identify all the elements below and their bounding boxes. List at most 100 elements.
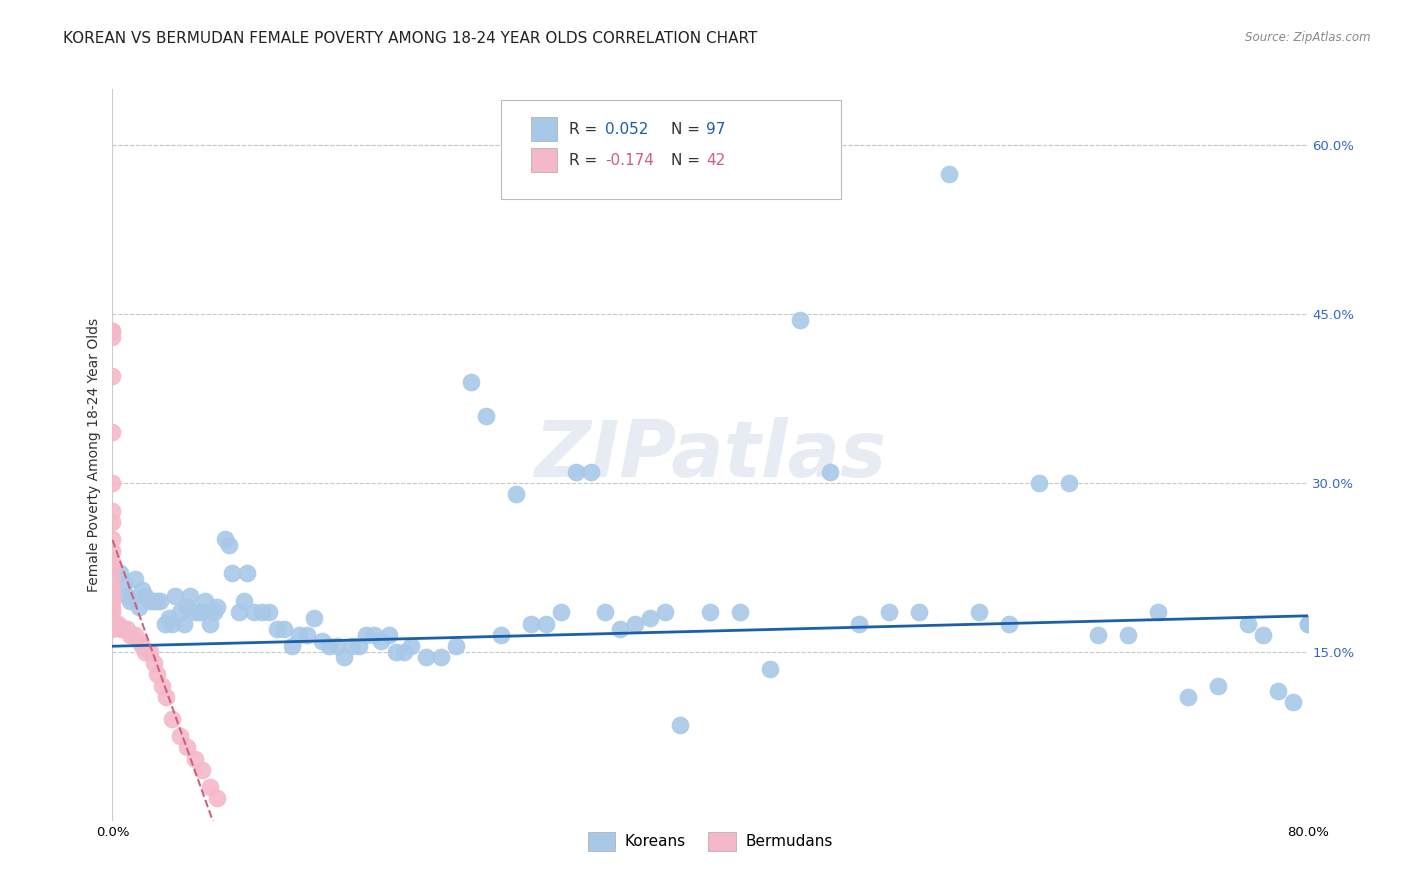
Point [134,645,156,659]
Text: -0.174: -0.174 [605,153,654,168]
Text: R =: R = [569,122,602,137]
Point [311,633,333,648]
Point [259,606,281,620]
Point [101,606,124,620]
Point [505,487,527,501]
Point [108,566,131,580]
Point [101,476,124,491]
Point [281,639,304,653]
Point [176,740,198,755]
Point [401,639,423,653]
Point [998,616,1021,631]
Point [162,616,183,631]
Point [534,616,557,631]
Point [233,594,256,608]
Point [202,606,225,620]
Point [198,616,221,631]
Text: ZIPatlas: ZIPatlas [534,417,886,493]
Point [117,623,139,637]
Point [188,606,211,620]
Point [520,616,543,631]
Point [169,606,191,620]
Point [101,324,124,338]
Point [1177,690,1199,704]
Point [101,572,124,586]
Point [179,589,201,603]
Point [128,599,150,614]
Point [110,623,132,637]
Point [624,616,647,631]
Point [363,628,385,642]
Point [273,623,295,637]
Point [967,606,990,620]
Point [120,628,142,642]
Point [564,465,586,479]
Point [173,616,195,631]
Point [370,633,392,648]
Point [124,628,146,642]
Point [101,582,124,597]
Point [128,633,150,648]
Point [460,375,482,389]
Point [1028,476,1050,491]
Point [214,533,236,547]
Point [669,718,692,732]
Point [183,752,205,766]
Point [908,606,931,620]
Point [146,667,169,681]
Point [640,611,662,625]
Point [218,538,240,552]
Text: Source: ZipAtlas.com: Source: ZipAtlas.com [1246,31,1371,45]
Point [489,628,512,642]
Point [120,594,142,608]
Point [153,616,176,631]
FancyBboxPatch shape [531,148,557,172]
Point [333,650,356,665]
Point [198,780,221,794]
Point [107,616,129,631]
Point [101,533,124,547]
Point [101,330,124,344]
FancyBboxPatch shape [531,118,557,142]
Point [1296,616,1319,631]
Point [475,409,498,423]
Point [143,594,166,608]
Point [101,589,124,603]
Point [191,763,214,777]
Point [609,623,631,637]
Point [789,313,811,327]
Point [155,690,177,704]
Point [818,465,841,479]
Point [150,679,173,693]
Point [1057,476,1080,491]
Point [194,594,217,608]
Point [101,623,124,637]
Point [1118,628,1140,642]
Point [236,566,259,580]
Point [1206,679,1229,693]
Point [1251,628,1274,642]
Point [444,639,467,653]
Text: KOREAN VS BERMUDAN FEMALE POVERTY AMONG 18-24 YEAR OLDS CORRELATION CHART: KOREAN VS BERMUDAN FEMALE POVERTY AMONG … [63,31,758,46]
Point [595,606,617,620]
Point [938,167,960,181]
Point [124,572,146,586]
Point [1147,606,1170,620]
Point [415,650,437,665]
Point [191,606,214,620]
Text: R =: R = [569,153,602,168]
Point [250,606,273,620]
Point [117,589,139,603]
Point [243,606,266,620]
Point [101,616,124,631]
Point [356,628,378,642]
Point [183,606,205,620]
Y-axis label: Female Poverty Among 18-24 Year Olds: Female Poverty Among 18-24 Year Olds [87,318,101,592]
Point [101,516,124,530]
Point [392,645,415,659]
Point [131,639,153,653]
Point [318,639,340,653]
Point [759,662,782,676]
Point [1281,696,1303,710]
Point [1296,616,1319,631]
